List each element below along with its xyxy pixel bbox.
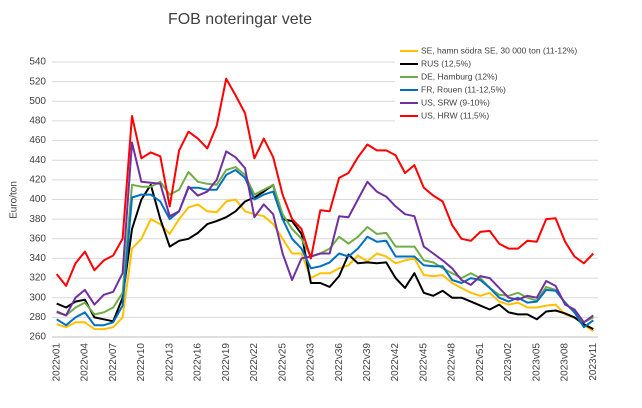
x-tick-label: 2022v13 (164, 343, 175, 382)
x-tick-label: 2022v07 (108, 343, 119, 382)
legend-label: DE, Hamburg (12%) (421, 71, 498, 81)
x-tick-label: 2022v51 (475, 343, 486, 382)
legend: SE, hamn södra SE, 30 000 ton (11-12%) RU… (395, 42, 600, 122)
x-tick-label: 2023v11 (588, 343, 599, 381)
y-tick-label: 340 (29, 253, 46, 264)
y-tick-label: 440 (29, 155, 46, 166)
x-tick-label: 2022v33 (306, 343, 317, 382)
x-tick-label: 2022v42 (390, 343, 401, 382)
y-tick-label: 420 (29, 174, 46, 185)
x-tick-label: 2022v36 (334, 343, 345, 382)
x-tick-label: 2022v16 (193, 343, 204, 382)
y-tick-label: 300 (29, 292, 46, 303)
x-tick-label: 2022v39 (362, 343, 373, 382)
y-tick-label: 500 (29, 96, 46, 107)
y-tick-label: 280 (29, 312, 46, 323)
y-tick-label: 260 (29, 332, 46, 343)
series-line (55, 77, 595, 287)
legend-label: RUS (12,5%) (421, 58, 471, 68)
x-tick-label: 2023v05 (531, 343, 542, 382)
y-tick-label: 480 (29, 116, 46, 127)
x-tick-label: 2022v01 (51, 343, 62, 382)
legend-label: SE, hamn södra SE, 30 000 ton (11-12%) (421, 45, 577, 55)
y-tick-label: 360 (29, 233, 46, 244)
x-tick-label: 2022v48 (447, 343, 458, 382)
y-tick-label: 520 (29, 76, 46, 87)
y-axis-label: Euro/ton (9, 181, 20, 219)
legend-label: US, SRW (9-10%) (421, 97, 490, 107)
series-line (56, 183, 594, 330)
legend-label: US, HRW (11,5%) (421, 110, 489, 120)
y-tick-label: 320 (29, 273, 46, 284)
y-tick-label: 400 (29, 194, 46, 205)
legend-box (395, 42, 600, 122)
x-tick-label: 2022v19 (221, 343, 232, 382)
x-tick-label: 2022v22 (249, 343, 260, 382)
x-tick-label: 2022v10 (136, 343, 147, 382)
series-line (56, 169, 594, 329)
chart-title: FOB noteringar vete (168, 11, 312, 28)
x-tick-label: 2022v45 (418, 343, 429, 382)
legend-label: FR, Rouen (11-12,5%) (421, 84, 506, 94)
series-line (56, 198, 594, 332)
x-tick-label: 2022v25 (277, 343, 288, 382)
x-tick-label: 2022v04 (80, 343, 91, 382)
series-line (56, 141, 594, 324)
y-tick-label: 540 (29, 57, 46, 68)
series-line (56, 166, 594, 324)
x-tick-label: 2023v08 (560, 343, 571, 382)
x-tick-label: 2023v02 (503, 343, 514, 382)
y-tick-label: 380 (29, 214, 46, 225)
y-tick-label: 460 (29, 135, 46, 146)
